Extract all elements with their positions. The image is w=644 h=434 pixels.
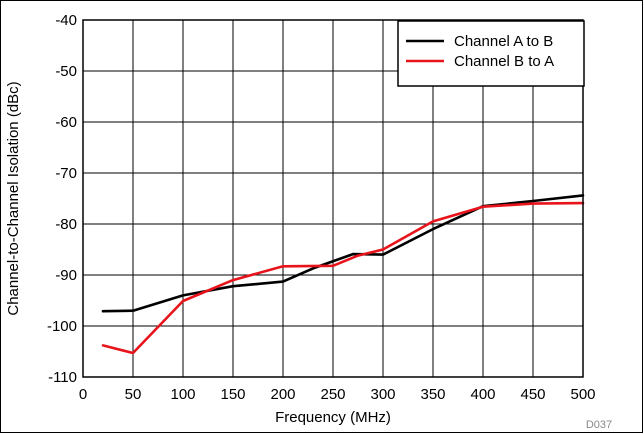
y-tick-label: -100 <box>47 318 77 335</box>
x-tick-label: 500 <box>570 386 595 403</box>
x-tick-label: 200 <box>270 386 295 403</box>
series-lines <box>101 194 585 355</box>
x-tick-label: 400 <box>470 386 495 403</box>
y-tick-labels: -40 -50 -60 -70 -80 -90 -100 -110 <box>47 12 77 386</box>
x-tick-label: 150 <box>220 386 245 403</box>
y-tick-label: -80 <box>55 216 77 233</box>
x-tick-label: 300 <box>370 386 395 403</box>
legend-label: Channel A to B <box>454 33 553 50</box>
legend-box <box>397 20 585 87</box>
plot-border <box>82 19 584 378</box>
x-tick-label: 100 <box>170 386 195 403</box>
y-tick-label: -110 <box>48 369 77 386</box>
legend-label: Channel B to A <box>454 53 554 70</box>
y-tick-label: -60 <box>55 114 77 131</box>
figure-id: D037 <box>586 419 612 431</box>
x-tick-label: 250 <box>320 386 345 403</box>
y-axis-label: Channel-to-Channel Isolation (dBc) <box>5 81 22 315</box>
x-axis-label: Frequency (MHz) <box>275 409 391 426</box>
y-tick-label: -40 <box>55 12 77 29</box>
series-line-channel-a-to-b <box>101 194 585 313</box>
y-tick-label: -50 <box>55 63 77 80</box>
series-line-channel-b-to-a <box>101 201 585 355</box>
x-tick-label: 450 <box>520 386 545 403</box>
x-tick-label: 50 <box>125 386 142 403</box>
y-tick-label: -70 <box>55 165 77 182</box>
x-tick-label: 350 <box>420 386 445 403</box>
y-tick-label: -90 <box>55 267 77 284</box>
x-tick-label: 0 <box>79 386 87 403</box>
legend: Channel A to B Channel B to A <box>397 20 585 87</box>
x-tick-labels: 0 50 100 150 200 250 300 350 400 450 500 <box>79 386 596 403</box>
